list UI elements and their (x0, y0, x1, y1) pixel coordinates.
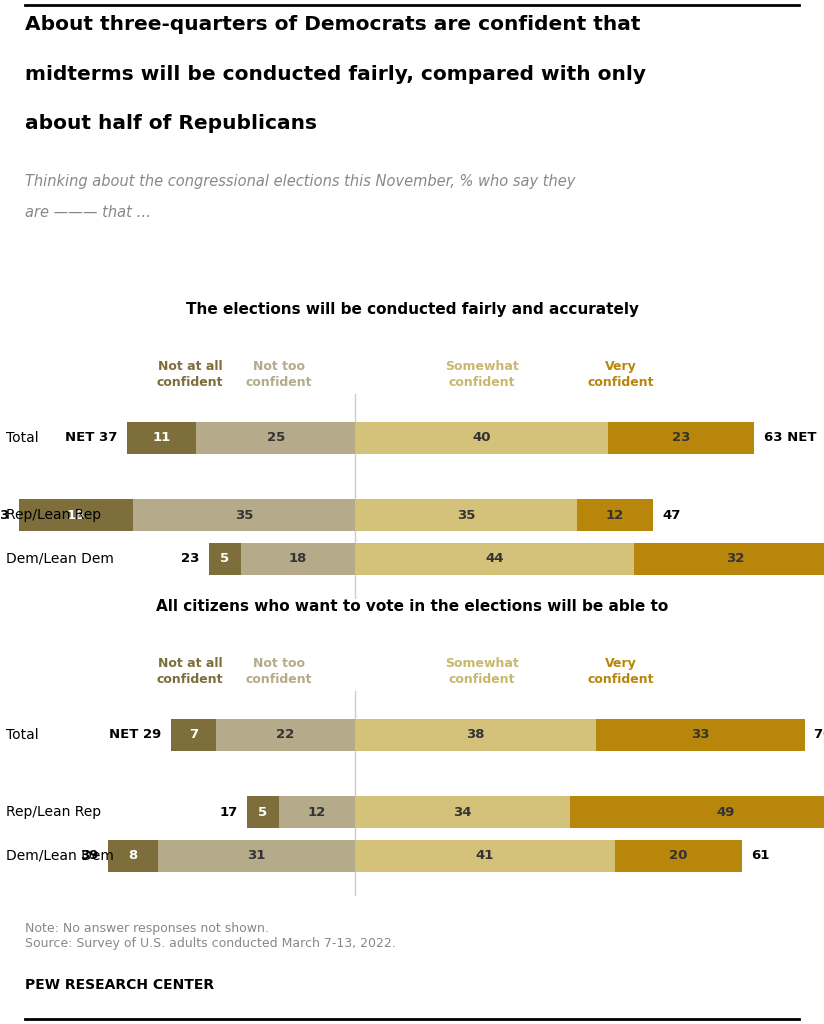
Bar (355, 422, 608, 454)
Text: midterms will be conducted fairly, compared with only: midterms will be conducted fairly, compa… (25, 65, 646, 84)
Text: 12: 12 (308, 806, 326, 819)
Bar (596, 719, 805, 751)
Text: 38: 38 (466, 728, 485, 741)
Text: NET 29: NET 29 (110, 728, 162, 741)
Text: Dem/Lean Dem: Dem/Lean Dem (7, 849, 115, 862)
Bar (241, 543, 355, 574)
Text: about half of Republicans: about half of Republicans (25, 114, 316, 133)
Text: 23: 23 (672, 431, 691, 444)
Text: 32: 32 (726, 552, 744, 565)
Text: 23: 23 (181, 552, 199, 565)
Bar (570, 796, 824, 828)
Text: Rep/Lean Rep: Rep/Lean Rep (7, 508, 101, 522)
Bar (158, 840, 355, 871)
Text: 44: 44 (485, 552, 503, 565)
Text: 18: 18 (288, 552, 307, 565)
Text: 25: 25 (267, 431, 285, 444)
Text: 18: 18 (67, 509, 85, 522)
Text: 63 NET: 63 NET (764, 431, 817, 444)
Bar (355, 840, 615, 871)
Text: 49: 49 (717, 806, 735, 819)
Text: Not at all
confident: Not at all confident (157, 657, 223, 686)
Text: Somewhat
confident: Somewhat confident (445, 657, 518, 686)
Text: 40: 40 (472, 431, 491, 444)
Text: 12: 12 (606, 509, 624, 522)
Text: 35: 35 (456, 509, 475, 522)
Bar (608, 422, 754, 454)
Text: Not too
confident: Not too confident (246, 657, 312, 686)
Text: 8: 8 (129, 849, 138, 862)
Bar (133, 499, 355, 531)
Text: Not too
confident: Not too confident (246, 360, 312, 389)
Text: 41: 41 (475, 849, 494, 862)
Text: All citizens who want to vote in the elections will be able to: All citizens who want to vote in the ele… (156, 599, 668, 614)
Text: 47: 47 (662, 509, 681, 522)
Text: NET 37: NET 37 (65, 431, 117, 444)
Bar (108, 840, 158, 871)
Text: Not at all
confident: Not at all confident (157, 360, 223, 389)
Text: Note: No answer responses not shown.: Note: No answer responses not shown. (25, 922, 269, 935)
Bar (127, 422, 196, 454)
Text: Very
confident: Very confident (588, 360, 654, 389)
Text: 5: 5 (221, 552, 230, 565)
Bar (355, 543, 634, 574)
Text: 5: 5 (259, 806, 268, 819)
Bar (209, 543, 241, 574)
Text: Dem/Lean Dem: Dem/Lean Dem (7, 552, 115, 565)
Text: Total: Total (7, 728, 39, 741)
Text: are ——— that …: are ——— that … (25, 205, 151, 220)
Text: Total: Total (7, 431, 39, 444)
Text: 35: 35 (235, 509, 253, 522)
Text: 31: 31 (247, 849, 266, 862)
Bar (247, 796, 279, 828)
Text: 17: 17 (219, 806, 237, 819)
Bar (19, 499, 133, 531)
Text: Thinking about the congressional elections this November, % who say they: Thinking about the congressional electio… (25, 174, 575, 189)
Text: Rep/Lean Rep: Rep/Lean Rep (7, 805, 101, 819)
Text: 70 NET: 70 NET (814, 728, 824, 741)
Text: 20: 20 (669, 849, 687, 862)
Text: 33: 33 (691, 728, 709, 741)
Text: Very
confident: Very confident (588, 657, 654, 686)
Text: About three-quarters of Democrats are confident that: About three-quarters of Democrats are co… (25, 15, 640, 35)
Bar (577, 499, 653, 531)
Bar (355, 499, 577, 531)
Bar (355, 796, 570, 828)
Text: 22: 22 (276, 728, 294, 741)
Bar (171, 719, 216, 751)
Bar (355, 719, 596, 751)
Text: Somewhat
confident: Somewhat confident (445, 360, 518, 389)
Text: PEW RESEARCH CENTER: PEW RESEARCH CENTER (25, 978, 214, 992)
Bar (634, 543, 824, 574)
Text: 34: 34 (453, 806, 472, 819)
Bar (196, 422, 355, 454)
Text: 7: 7 (189, 728, 198, 741)
Text: The elections will be conducted fairly and accurately: The elections will be conducted fairly a… (185, 302, 639, 317)
Bar (279, 796, 355, 828)
Bar (615, 840, 742, 871)
Text: Source: Survey of U.S. adults conducted March 7-13, 2022.: Source: Survey of U.S. adults conducted … (25, 937, 396, 950)
Bar (216, 719, 355, 751)
Text: 61: 61 (751, 849, 770, 862)
Text: 53: 53 (0, 509, 10, 522)
Text: 11: 11 (152, 431, 171, 444)
Text: 39: 39 (80, 849, 98, 862)
